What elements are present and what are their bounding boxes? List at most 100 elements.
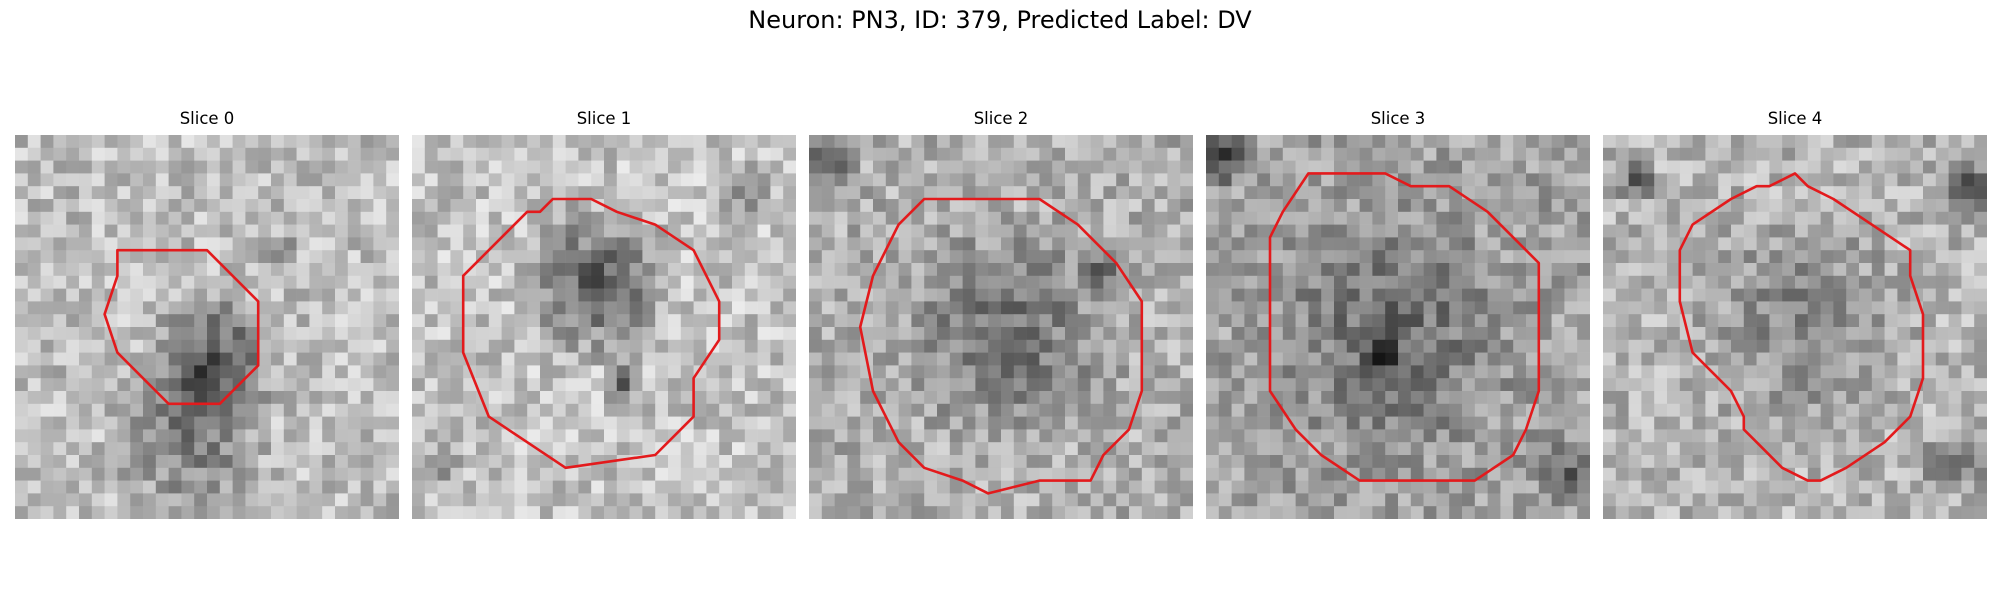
pixel — [1001, 429, 1015, 443]
pixel — [1974, 455, 1987, 469]
pixel — [181, 480, 195, 494]
pixel — [1756, 339, 1770, 353]
pixel — [501, 339, 515, 353]
pixel — [1513, 480, 1527, 494]
pixel — [155, 442, 169, 456]
pixel — [1526, 135, 1540, 149]
pixel — [360, 480, 374, 494]
pixel — [1180, 275, 1193, 289]
pixel — [1308, 314, 1322, 328]
pixel — [1910, 173, 1924, 187]
pixel — [1769, 506, 1783, 519]
pixel — [1167, 250, 1181, 264]
pixel — [655, 135, 669, 149]
pixel — [1513, 199, 1527, 213]
pixel — [732, 314, 746, 328]
pixel — [322, 352, 336, 366]
pixel — [219, 365, 233, 379]
pixel — [1398, 467, 1412, 481]
pixel — [1603, 135, 1617, 149]
pixel — [1718, 429, 1732, 443]
pixel — [245, 455, 259, 469]
pixel — [1705, 327, 1719, 341]
pixel — [104, 237, 118, 251]
pixel — [1385, 263, 1399, 277]
pixel — [1884, 391, 1898, 405]
pixel — [104, 365, 118, 379]
pixel — [847, 493, 861, 507]
pixel — [1756, 352, 1770, 366]
pixel — [1077, 160, 1091, 174]
pixel — [1308, 199, 1322, 213]
pixel — [450, 455, 464, 469]
pixel — [1769, 275, 1783, 289]
pixel — [1833, 442, 1847, 456]
pixel — [1795, 339, 1809, 353]
pixel — [1334, 403, 1348, 417]
pixel — [335, 288, 349, 302]
pixel — [1910, 263, 1924, 277]
pixel — [629, 480, 643, 494]
pixel — [809, 352, 823, 366]
pixel — [1474, 160, 1488, 174]
pixel — [719, 288, 733, 302]
pixel — [168, 391, 182, 405]
pixel — [1795, 224, 1809, 238]
pixel — [476, 147, 490, 161]
pixel — [373, 263, 387, 277]
pixel — [130, 199, 144, 213]
pixel — [1974, 327, 1987, 341]
pixel — [949, 199, 963, 213]
pixel — [1372, 352, 1386, 366]
pixel — [1436, 211, 1450, 225]
pixel — [130, 442, 144, 456]
pixel — [693, 442, 707, 456]
pixel — [1641, 403, 1655, 417]
pixel — [642, 275, 656, 289]
pixel — [1449, 314, 1463, 328]
pixel — [347, 429, 361, 443]
pixel — [1449, 480, 1463, 494]
pixel — [155, 493, 169, 507]
pixel — [245, 199, 259, 213]
pixel — [770, 147, 784, 161]
pixel — [527, 327, 541, 341]
pixel — [937, 378, 951, 392]
pixel — [1718, 211, 1732, 225]
pixel — [604, 403, 618, 417]
pixel — [1462, 493, 1476, 507]
pixel — [1487, 352, 1501, 366]
pixel — [1154, 301, 1168, 315]
pixel — [706, 160, 720, 174]
pixel — [604, 480, 618, 494]
pixel — [1423, 467, 1437, 481]
pixel — [424, 352, 438, 366]
pixel — [1462, 416, 1476, 430]
pixel — [1731, 275, 1745, 289]
pixel — [1436, 327, 1450, 341]
pixel — [1385, 416, 1399, 430]
pixel — [296, 224, 310, 238]
pixel — [501, 135, 515, 149]
pixel — [15, 467, 29, 481]
pixel — [975, 429, 989, 443]
pixel — [629, 314, 643, 328]
pixel — [1526, 352, 1540, 366]
pixel — [706, 480, 720, 494]
pixel — [1679, 480, 1693, 494]
pixel — [1141, 506, 1155, 519]
pixel — [412, 339, 426, 353]
pixel — [1398, 403, 1412, 417]
pixel — [1577, 391, 1590, 405]
pixel — [1474, 506, 1488, 519]
pixel — [1731, 403, 1745, 417]
pixel — [1001, 224, 1015, 238]
pixel — [1167, 314, 1181, 328]
pixel — [1167, 391, 1181, 405]
pixel — [1551, 263, 1565, 277]
pixel — [744, 403, 758, 417]
pixel — [1103, 263, 1117, 277]
pixel — [1065, 480, 1079, 494]
pixel — [1564, 173, 1578, 187]
pixel — [1756, 467, 1770, 481]
